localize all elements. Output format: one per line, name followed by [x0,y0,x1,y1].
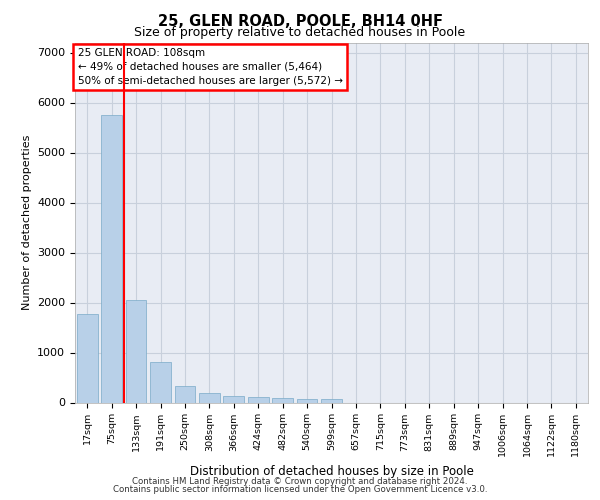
Bar [248,397,269,402]
Bar [150,362,171,403]
Text: Contains public sector information licensed under the Open Government Licence v3: Contains public sector information licen… [113,485,487,494]
Text: 25 GLEN ROAD: 108sqm
← 49% of detached houses are smaller (5,464)
50% of semi-de: 25 GLEN ROAD: 108sqm ← 49% of detached h… [77,48,343,86]
Bar [199,392,220,402]
Bar [272,398,293,402]
Bar [125,300,146,403]
Bar [223,396,244,402]
X-axis label: Distribution of detached houses by size in Poole: Distribution of detached houses by size … [190,465,473,478]
Bar [175,386,196,402]
Bar [321,399,342,402]
Y-axis label: Number of detached properties: Number of detached properties [22,135,32,310]
Bar [296,398,317,402]
Bar [77,314,98,402]
Text: 25, GLEN ROAD, POOLE, BH14 0HF: 25, GLEN ROAD, POOLE, BH14 0HF [157,14,443,29]
Text: Contains HM Land Registry data © Crown copyright and database right 2024.: Contains HM Land Registry data © Crown c… [132,477,468,486]
Text: Size of property relative to detached houses in Poole: Size of property relative to detached ho… [134,26,466,39]
Bar [101,115,122,403]
